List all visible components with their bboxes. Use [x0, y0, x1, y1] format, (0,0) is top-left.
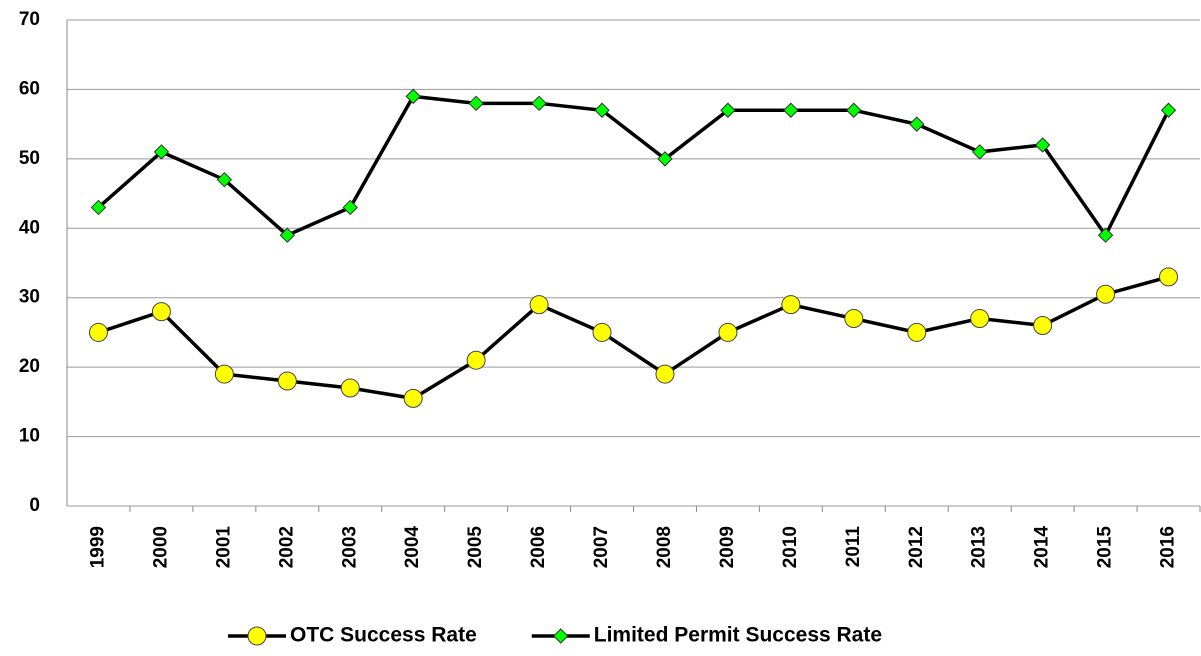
y-tick-label: 10 — [19, 426, 40, 447]
legend-marker — [553, 628, 569, 644]
y-tick-label: 0 — [29, 495, 40, 516]
data-point — [909, 116, 925, 132]
y-tick-label: 70 — [19, 9, 40, 30]
data-point — [531, 95, 547, 112]
data-point — [88, 322, 108, 342]
data-point — [214, 364, 234, 384]
x-tick-label: 2016 — [1158, 526, 1179, 568]
x-tick-label: 2009 — [717, 526, 738, 568]
data-point — [1159, 267, 1179, 287]
x-tick-label: 2007 — [591, 526, 612, 568]
data-point — [342, 199, 358, 216]
data-point — [90, 199, 107, 216]
x-tick-label: 2004 — [402, 526, 423, 569]
x-tick-label: 2010 — [780, 526, 801, 568]
data-point — [1096, 284, 1116, 304]
x-tick-label: 2011 — [843, 526, 864, 568]
data-point — [403, 388, 423, 408]
series-line — [97, 94, 1171, 239]
y-tick-label: 50 — [19, 148, 40, 169]
data-point — [970, 309, 990, 329]
data-point — [718, 322, 738, 342]
data-point — [405, 88, 421, 105]
x-tick-label: 2013 — [969, 526, 990, 568]
data-point — [655, 364, 675, 384]
data-point — [971, 144, 988, 160]
y-tick-label: 40 — [19, 217, 40, 238]
data-point — [1033, 315, 1053, 335]
x-tick-label: 2002 — [276, 526, 297, 568]
data-point — [720, 102, 736, 118]
y-tick-label: 60 — [19, 78, 40, 99]
x-tick-label: 2006 — [528, 526, 549, 568]
x-tick-label: 2003 — [339, 526, 360, 568]
x-tick-label: 2012 — [906, 526, 927, 568]
data-point — [1160, 102, 1177, 118]
x-tick-label: 2005 — [465, 526, 486, 569]
data-point — [907, 322, 927, 342]
data-point — [1034, 137, 1051, 153]
data-point — [340, 378, 360, 398]
data-point — [781, 295, 801, 315]
data-point — [594, 102, 610, 118]
data-point — [1097, 227, 1114, 243]
data-point — [844, 309, 864, 329]
x-tick-label: 2014 — [1032, 526, 1053, 569]
data-point — [153, 144, 170, 160]
data-point — [279, 227, 296, 243]
data-point — [529, 295, 549, 315]
legend-label: OTC Success Rate — [290, 624, 477, 647]
data-point — [783, 102, 799, 118]
x-tick-label: 1999 — [87, 526, 108, 568]
data-point — [216, 171, 233, 188]
x-tick-label: 2001 — [213, 526, 234, 569]
data-point — [151, 302, 171, 322]
data-point — [846, 102, 862, 118]
data-point — [592, 322, 612, 342]
y-tick-label: 20 — [19, 356, 40, 377]
data-point — [277, 371, 297, 391]
legend-label: Limited Permit Success Rate — [594, 624, 882, 647]
data-point — [466, 350, 486, 370]
x-tick-label: 2008 — [654, 526, 675, 568]
x-tick-label: 2000 — [150, 526, 171, 568]
x-tick-label: 2015 — [1095, 526, 1116, 569]
legend-marker — [247, 626, 267, 646]
data-point — [468, 95, 484, 112]
series-line — [97, 275, 1169, 401]
data-point — [657, 151, 673, 167]
y-tick-label: 30 — [19, 287, 40, 308]
